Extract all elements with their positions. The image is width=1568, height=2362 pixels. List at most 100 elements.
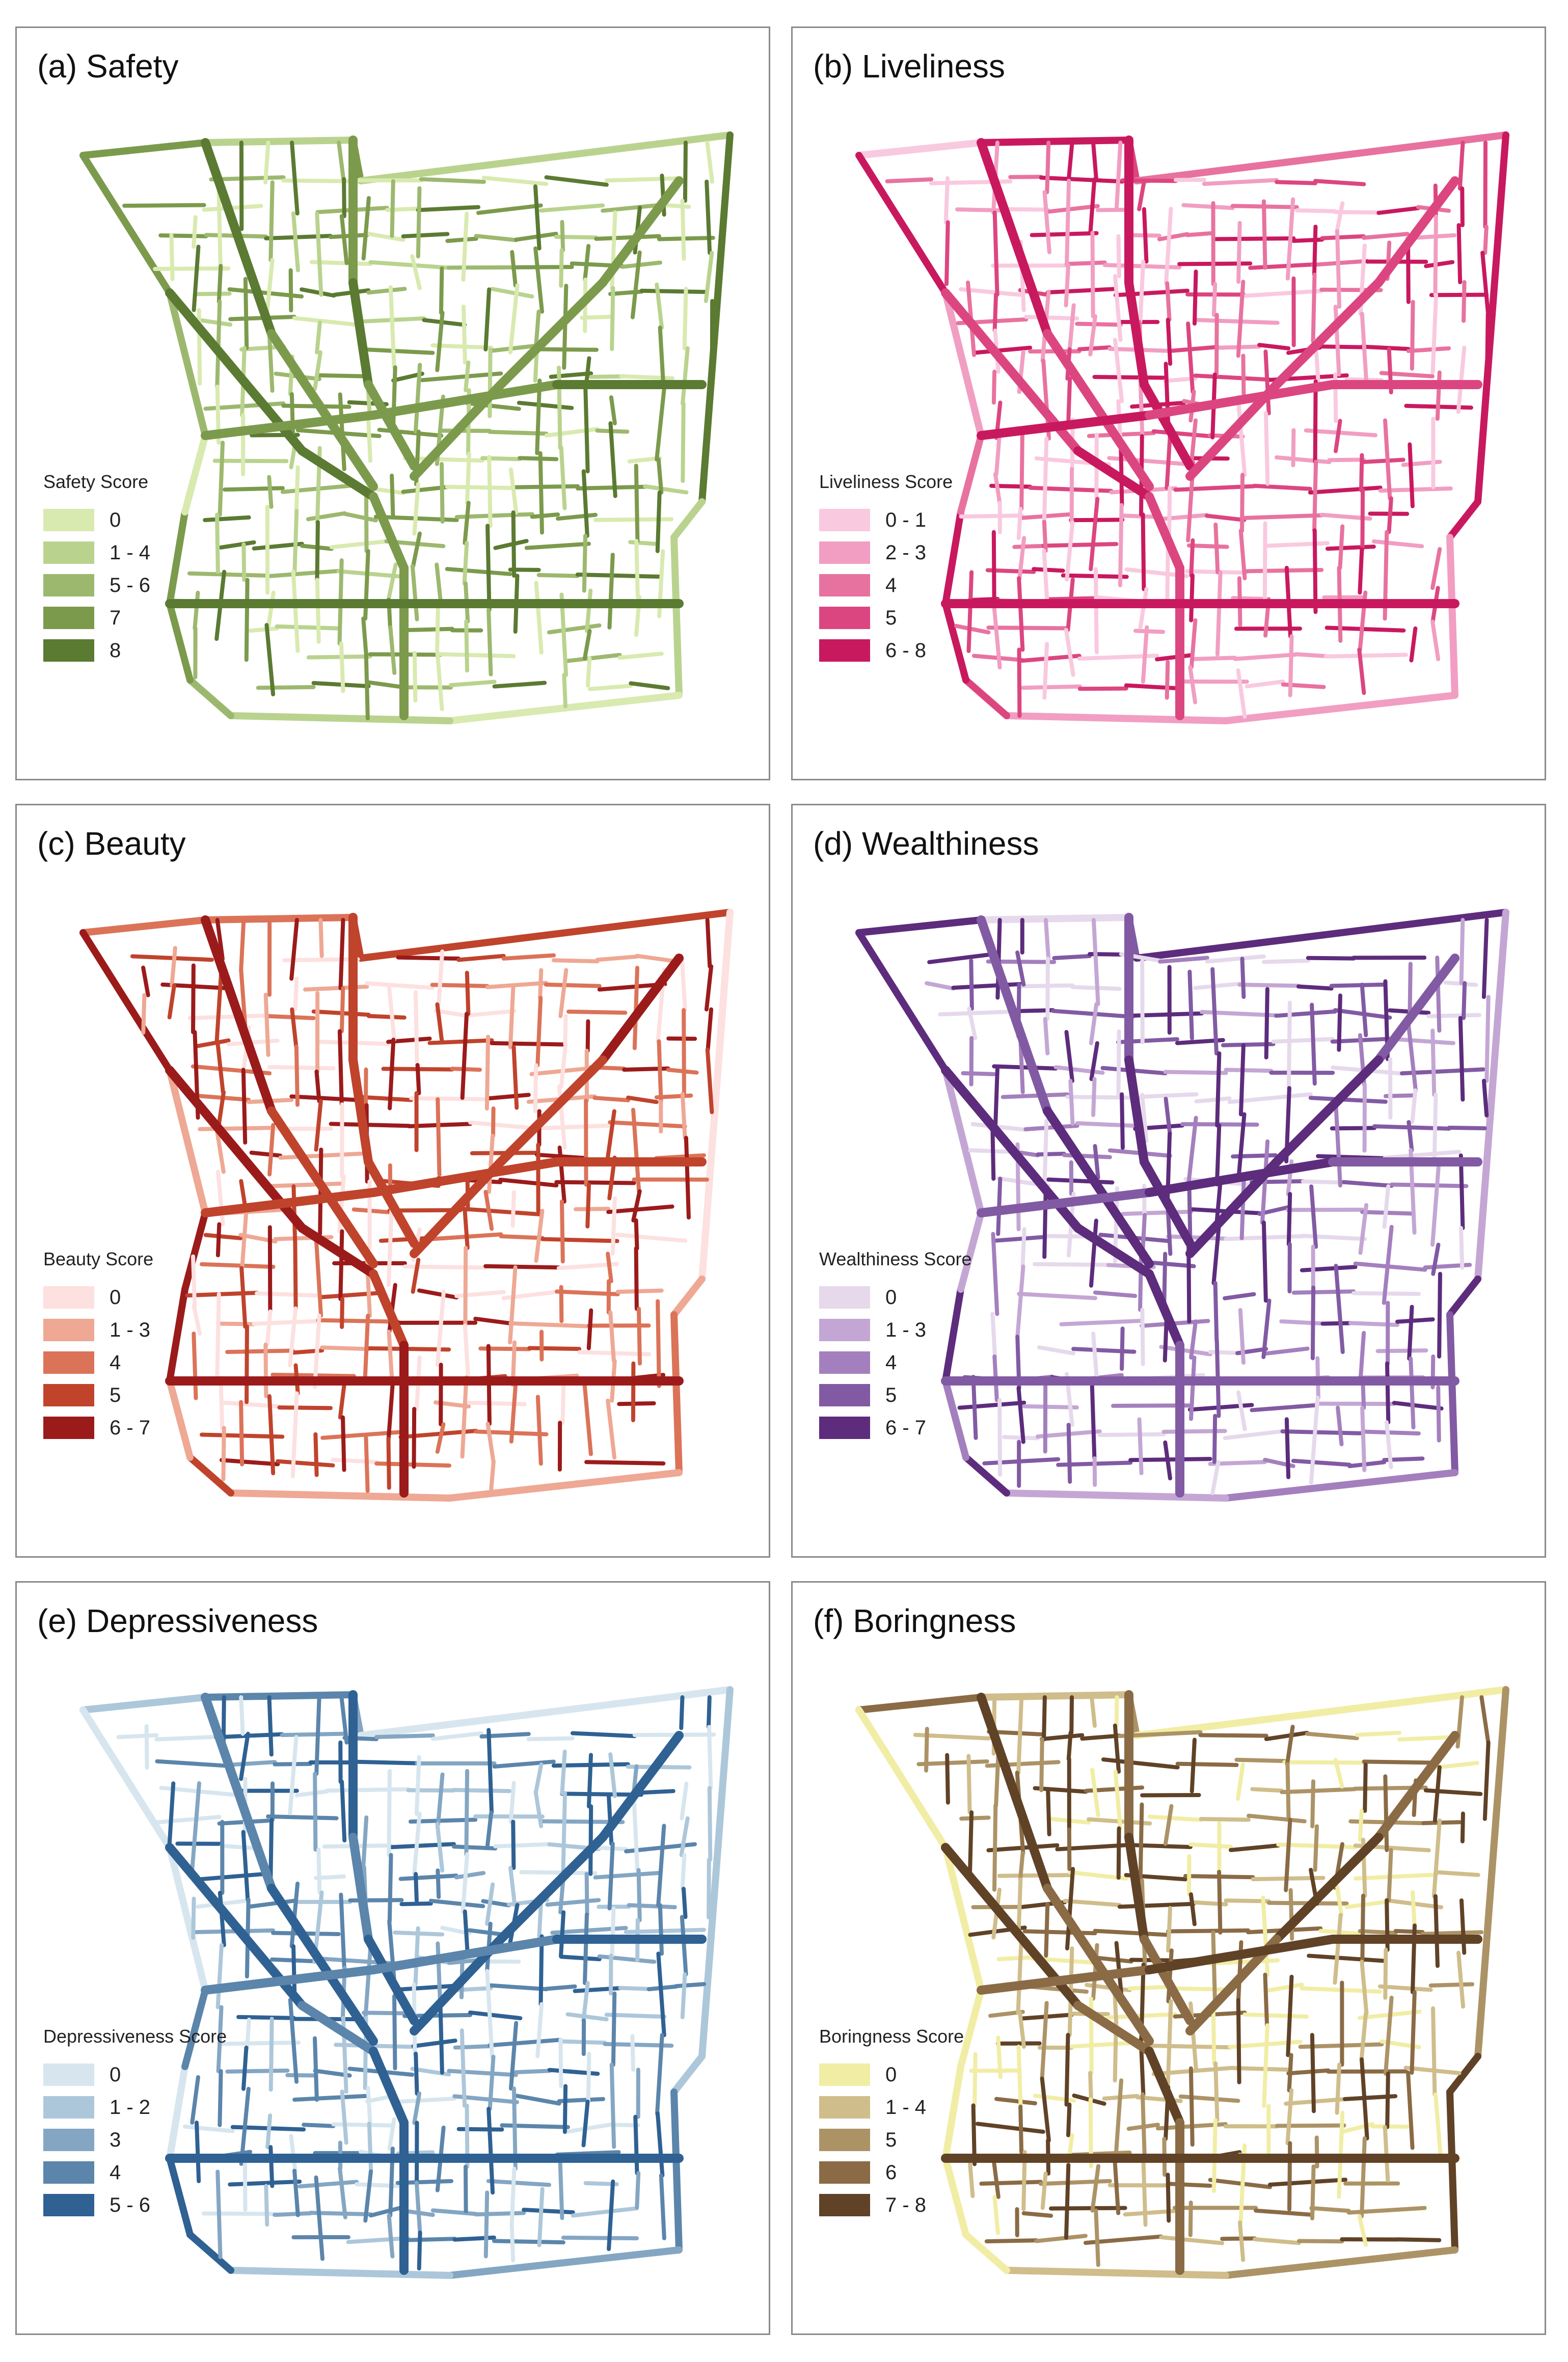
street-segment [486,608,493,676]
street-segment [681,1886,688,1919]
street-segment [1320,234,1366,240]
boundary-road [962,676,1010,719]
street-segment [1410,300,1415,371]
street-segment [489,1983,549,1992]
legend-label: 4 [110,2161,121,2184]
street-segment [1236,1998,1241,2084]
street-segment [467,1400,527,1406]
street-segment [586,1753,593,1809]
arterial-road [1272,1055,1383,1166]
street-segment [1181,203,1235,210]
street-segment [1238,528,1247,581]
street-segment [315,578,321,644]
street-segment [416,205,480,212]
street-segment [1240,957,1246,999]
street-segment [1387,1037,1455,1045]
street-segment [246,1898,299,1909]
street-segment [1482,1740,1491,1821]
street-segment [608,421,617,498]
street-segment [1408,442,1415,508]
street-segment [1032,567,1065,573]
arterial-road [369,1157,561,1197]
street-segment [1211,2005,1216,2066]
street-segment [588,1804,593,1876]
street-segment [1046,1177,1115,1185]
street-segment [559,446,567,510]
street-segment [264,568,341,579]
street-segment [581,469,589,538]
street-segment [558,968,569,1018]
street-segment [320,1345,371,1351]
boundary-road [181,1987,209,2070]
boundary-road [942,2155,969,2238]
street-segment [366,2086,372,2126]
street-segment [1287,2053,1293,2093]
street-segment [409,1096,491,1102]
boundary-road [1133,909,1509,962]
street-segment [626,1095,659,1104]
street-segment [705,1047,714,1115]
boundary-road [1003,1489,1229,1502]
street-segment [392,1994,397,2071]
street-segment [979,2180,1043,2186]
boundary-road [79,1694,209,1714]
street-segment [608,1752,617,1799]
street-segment [315,320,322,355]
panel-title: (b) Liveliness [813,48,1006,85]
legend-swatch [43,541,94,564]
street-segment [1457,141,1465,191]
street-segment [508,984,516,1049]
street-segment [459,2028,467,2108]
street-segment [1387,1848,1393,1903]
street-segment [1088,177,1097,235]
street-segment [655,282,664,330]
street-segment [225,2068,290,2074]
street-segment [680,956,687,1012]
street-segment [1236,668,1247,719]
street-segment [1334,1264,1345,1354]
street-segment [406,1788,455,1793]
street-segment [1383,1774,1389,1853]
street-segment [365,981,435,990]
street-segment [1435,1760,1479,1770]
street-segment [167,983,176,1020]
street-segment [267,475,274,509]
street-segment [306,654,372,660]
street-segment [1017,576,1025,652]
arterial-road [1043,329,1154,491]
boundary-road [962,1454,1010,1497]
boundary-road [942,2063,964,2162]
street-segment [1334,419,1342,453]
arterial-road [1145,380,1337,420]
street-segment [1093,1290,1138,1298]
street-segment [228,2179,302,2187]
street-segment [303,984,369,992]
boundary-road [942,289,985,439]
street-segment [1243,567,1324,574]
boundary-road [957,1209,985,1293]
street-segment [1045,287,1118,295]
street-segment [1397,1735,1455,1742]
street-segment [1091,1332,1099,1383]
boundary-road [166,508,188,607]
street-segment [1484,995,1491,1083]
street-segment [1455,1695,1464,1749]
street-segment [1308,485,1383,495]
legend-item: 6 - 7 [819,1411,971,1444]
street-network-map [855,1686,1509,2279]
street-segment [401,232,450,238]
street-segment [451,1787,512,1794]
street-segment [1094,2208,1100,2267]
arterial-road [348,1055,373,1166]
street-segment [1360,2136,1367,2218]
street-segment [1347,1460,1387,1469]
street-segment [680,198,686,261]
street-segment [1433,1894,1440,1968]
legend-item: 6 - 8 [819,634,953,667]
street-segment [1376,206,1420,215]
arterial-road [1145,1157,1337,1197]
street-segment [483,2190,490,2259]
street-segment [557,365,562,450]
street-segment [364,1435,370,1494]
street-segment [1483,225,1489,255]
